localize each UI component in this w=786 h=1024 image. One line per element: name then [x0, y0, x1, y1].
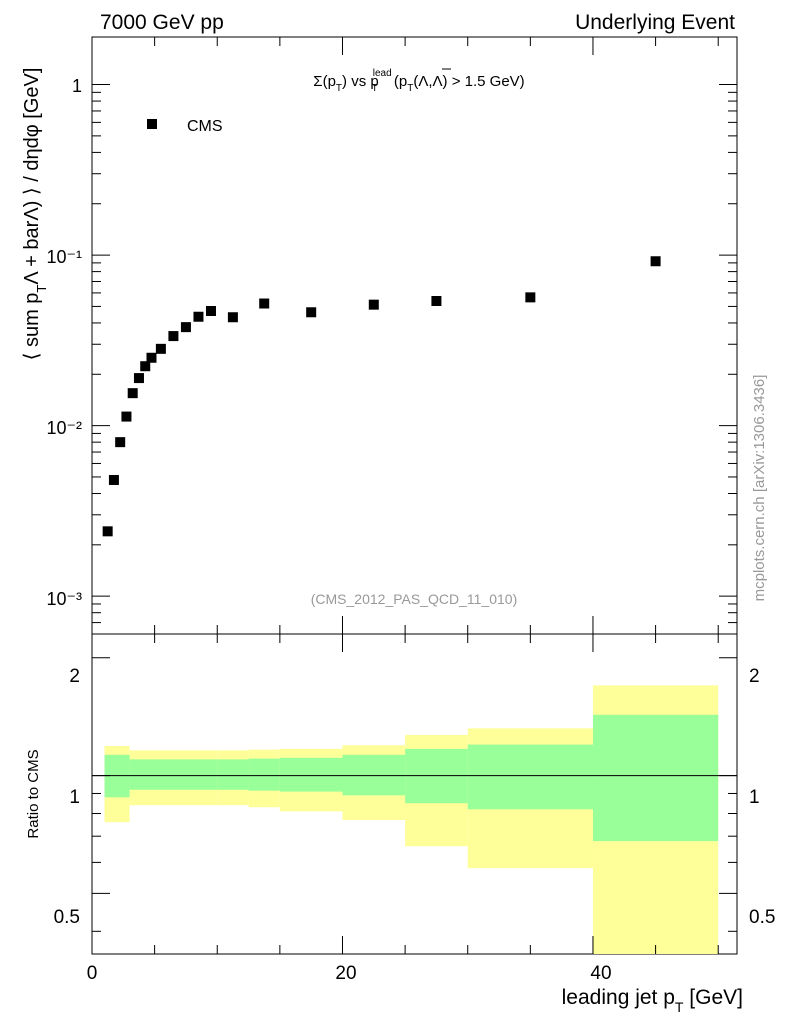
data-point-cms — [140, 361, 151, 372]
ratio-uncertainty-bands — [104, 685, 719, 954]
main-axis-ticks — [91, 37, 737, 635]
legend-label-cms: CMS — [187, 118, 223, 135]
data-point-cms — [259, 298, 270, 309]
ratio-inner-band — [467, 744, 593, 810]
ratio-inner-band — [217, 759, 249, 790]
data-point-cms — [525, 292, 536, 303]
main-y-tick-label: 1 — [72, 76, 82, 96]
data-point-cms — [205, 306, 216, 317]
main-data-points — [102, 256, 661, 537]
data-point-cms — [155, 343, 166, 354]
data-point-cms — [146, 352, 157, 363]
data-point-cms — [193, 311, 204, 322]
main-y-tick-label: 10⁻¹ — [46, 247, 82, 267]
legend-marker — [147, 119, 157, 129]
analysis-watermark: (CMS_2012_PAS_QCD_11_010) — [311, 591, 518, 607]
ratio-y-tick-label: 2 — [69, 666, 80, 687]
ratio-inner-band — [129, 759, 218, 790]
x-axis-label: leading jet pT [GeV] — [562, 986, 743, 1015]
x-tick-label: 0 — [87, 963, 98, 984]
data-point-cms — [650, 256, 661, 267]
data-point-cms — [133, 373, 144, 384]
ratio-y-tick-label: 0.5 — [54, 907, 80, 928]
x-tick-label: 40 — [590, 963, 611, 984]
data-point-cms — [115, 437, 126, 448]
ratio-y-axis-label: Ratio to CMS — [25, 749, 42, 838]
main-y-tick-label: 10⁻³ — [46, 589, 82, 609]
header-analysis: Underlying Event — [575, 11, 735, 34]
data-point-cms — [102, 526, 113, 537]
main-y-tick-label: 10⁻² — [46, 418, 82, 438]
ratio-plot-frame — [91, 633, 738, 955]
data-point-cms — [127, 388, 138, 399]
ratio-y-tick-labels: 0.5 1 2 0.5 1 2 — [54, 666, 776, 928]
main-y-axis-label: ⟨ sum pTΛ + barΛ) ⟩ / dηdφ [GeV] — [21, 68, 49, 361]
ratio-axis-ticks — [91, 634, 737, 954]
header-collision: 7000 GeV pp — [100, 11, 224, 34]
data-point-cms — [306, 307, 317, 318]
ratio-y-tick-label-right: 2 — [749, 666, 760, 687]
ratio-inner-band — [279, 757, 343, 792]
side-label: mcplots.cern.ch [arXiv:1306.3436] — [751, 375, 768, 602]
ratio-inner-band — [248, 758, 280, 791]
x-tick-label: 20 — [335, 963, 356, 984]
ratio-y-tick-label: 1 — [69, 787, 80, 808]
ratio-inner-band — [592, 714, 719, 842]
data-point-cms — [227, 312, 238, 323]
data-point-cms — [431, 295, 442, 306]
ratio-y-tick-label-right: 1 — [749, 787, 760, 808]
data-point-cms — [121, 411, 132, 422]
main-plot-title: Σ(pT) vs plead T (pT(Λ,Λ) > 1.5 GeV) — [313, 68, 524, 94]
x-tick-labels: 0 20 40 — [87, 963, 612, 984]
data-point-cms — [180, 322, 191, 333]
data-point-cms — [108, 474, 119, 485]
data-point-cms — [168, 331, 179, 342]
ratio-y-tick-label-right: 0.5 — [749, 907, 775, 928]
data-point-cms — [368, 299, 379, 310]
main-y-tick-labels: 10⁻³ 10⁻² 10⁻¹ 1 — [46, 76, 82, 609]
